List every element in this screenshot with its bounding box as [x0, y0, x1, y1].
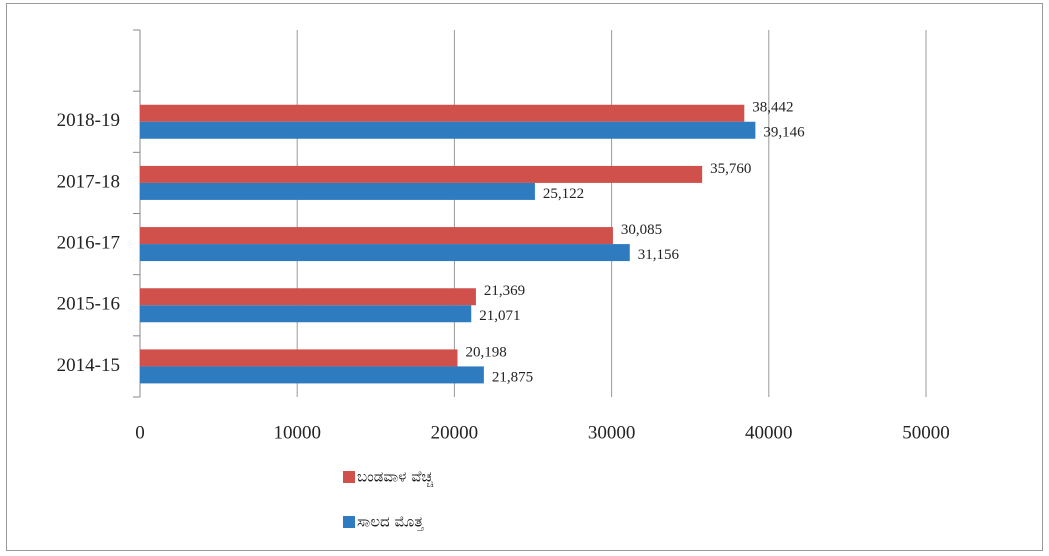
y-tick-label: 2014-15 [57, 355, 120, 376]
data-label: 21,071 [479, 308, 520, 324]
x-tick-label: 10000 [273, 422, 321, 443]
data-label: 21,875 [492, 369, 533, 385]
data-label: 25,122 [543, 186, 584, 202]
bar [140, 305, 472, 323]
x-tick-label: 20000 [431, 422, 479, 443]
y-tick-label: 2017-18 [57, 171, 120, 192]
frame [6, 3, 1043, 551]
legend-label: ಸಾಲದ ಮೊತ್ತ [357, 513, 424, 531]
y-tick-label: 2016-17 [57, 232, 120, 253]
data-label: 30,085 [621, 222, 662, 238]
legend-label: ಬಂಡವಾಳ ವೆಚ್ಚ [357, 468, 434, 488]
bar [140, 121, 756, 139]
data-label: 31,156 [638, 247, 680, 263]
x-tick-label: 0 [135, 422, 145, 443]
data-label: 38,442 [752, 100, 793, 116]
data-label: 35,760 [710, 161, 751, 177]
y-tick-label: 2015-16 [57, 294, 120, 315]
bar [140, 288, 476, 306]
x-tick-label: 50000 [902, 422, 950, 443]
bar [140, 349, 458, 367]
bar [140, 165, 703, 183]
bar [140, 366, 484, 384]
data-label: 20,198 [466, 344, 507, 360]
legend-swatch [343, 471, 355, 483]
x-tick-label: 30000 [588, 422, 636, 443]
legend-swatch [343, 516, 355, 528]
bar [140, 104, 745, 122]
y-tick-label: 2018-19 [57, 110, 120, 131]
data-label: 21,369 [484, 283, 525, 299]
bar [140, 182, 535, 200]
bar [140, 244, 630, 262]
data-label: 39,146 [763, 125, 805, 141]
bar [140, 227, 613, 245]
x-tick-label: 40000 [745, 422, 793, 443]
